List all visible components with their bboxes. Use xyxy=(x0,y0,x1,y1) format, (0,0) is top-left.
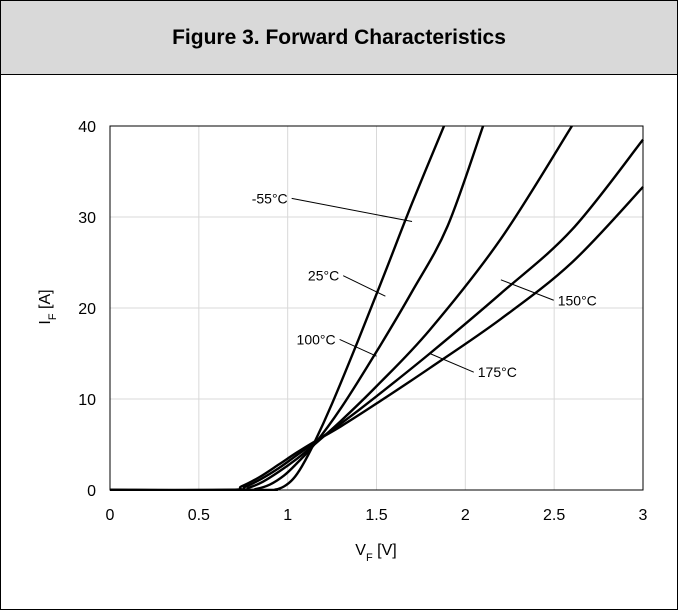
annotation-label: 175°C xyxy=(478,364,517,380)
series-line-100c xyxy=(110,125,573,491)
x-tick-label: 1.5 xyxy=(365,507,387,524)
annotation-leader-line xyxy=(342,275,386,297)
y-tick-label: 20 xyxy=(78,301,96,318)
title-bar: Figure 3. Forward Characteristics xyxy=(1,1,677,75)
annotation-label: -55°C xyxy=(252,190,288,206)
x-tick-label: 2.5 xyxy=(543,507,565,524)
x-axis-title: VF [V] xyxy=(355,542,396,564)
annotation-leader-line xyxy=(500,279,554,301)
y-tick-label: 30 xyxy=(78,210,96,227)
x-tick-label: 2 xyxy=(461,507,470,524)
y-tick-label: 0 xyxy=(87,483,96,500)
annotation-leader-line xyxy=(339,338,377,357)
grid-layer xyxy=(110,126,643,490)
series-line-175c xyxy=(110,186,644,491)
x-tick-label: 0 xyxy=(106,507,115,524)
chart-title: Figure 3. Forward Characteristics xyxy=(172,25,506,49)
annotation-leader-line xyxy=(291,197,413,223)
annotation-label: 100°C xyxy=(297,331,336,347)
y-tick-label: 40 xyxy=(78,119,96,136)
annotation-leader-line xyxy=(429,353,474,373)
axis-layer xyxy=(109,125,644,491)
x-tick-label: 3 xyxy=(639,507,648,524)
annotation-label: 150°C xyxy=(558,292,597,308)
x-tick-label: 1 xyxy=(283,507,292,524)
y-axis-title: IF [A] xyxy=(37,289,59,324)
y-tick-label: 10 xyxy=(78,392,96,409)
plot-area-border xyxy=(109,125,644,491)
annotation-label: 25°C xyxy=(308,268,339,284)
x-tick-label: 0.5 xyxy=(188,507,210,524)
annotation-layer: -55°C 25°C 100°C 150°C 175°C xyxy=(252,190,597,380)
